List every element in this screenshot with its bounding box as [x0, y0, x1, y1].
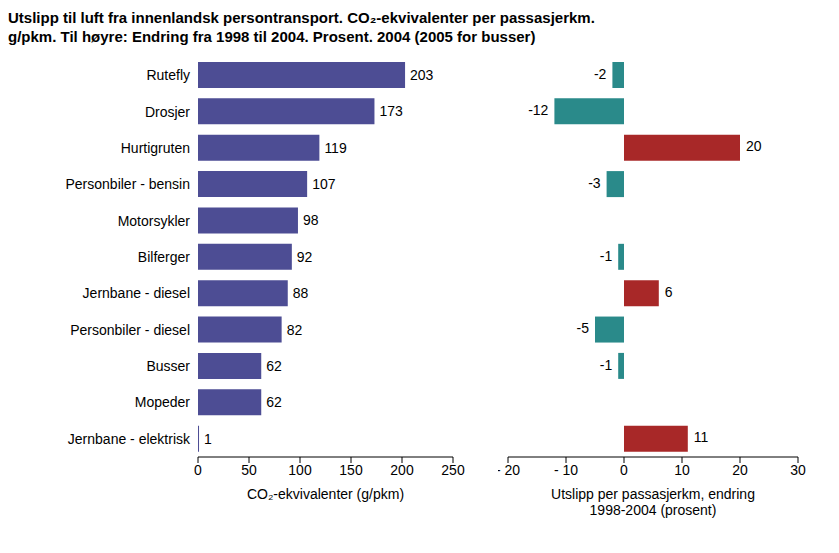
svg-text:-1: -1: [600, 357, 613, 373]
svg-text:-12: -12: [528, 102, 548, 118]
svg-text:250: 250: [441, 462, 465, 478]
svg-text:Drosjer: Drosjer: [145, 104, 190, 120]
svg-text:200: 200: [390, 462, 414, 478]
svg-text:Rutefly: Rutefly: [146, 67, 190, 83]
svg-text:50: 50: [241, 462, 257, 478]
svg-text:11: 11: [694, 429, 709, 445]
svg-text:173: 173: [379, 103, 403, 119]
svg-text:-5: -5: [577, 320, 590, 336]
html-text:Utslipp per passasjerkm, endri: Utslipp per passasjerkm, endring 1998-20…: [551, 486, 755, 518]
svg-text:Motorsykler: Motorsykler: [118, 213, 191, 229]
svg-text:Jernbane - diesel: Jernbane - diesel: [83, 285, 190, 301]
svg-text:-2: -2: [594, 66, 607, 82]
html-text:CO₂-ekvivalenter (g/pkm): CO₂-ekvivalenter (g/pkm): [246, 486, 405, 502]
svg-text:Personbiler - bensin: Personbiler - bensin: [65, 176, 190, 192]
svg-text:92: 92: [297, 249, 313, 265]
svg-text:Personbiler - diesel: Personbiler - diesel: [70, 322, 190, 338]
svg-text:10: 10: [674, 462, 690, 478]
svg-text:Busser: Busser: [146, 358, 190, 374]
svg-text:119: 119: [324, 140, 347, 156]
svg-text:82: 82: [287, 322, 303, 338]
svg-text:6: 6: [665, 284, 673, 300]
svg-text:Jernbane - elektrisk: Jernbane - elektrisk: [68, 431, 191, 447]
svg-text:- 10: - 10: [554, 462, 578, 478]
svg-text:98: 98: [303, 212, 319, 228]
svg-text:-1: -1: [600, 248, 613, 264]
svg-text:-3: -3: [588, 175, 601, 191]
svg-text:62: 62: [266, 358, 282, 374]
svg-text:Mopeder: Mopeder: [135, 394, 191, 410]
svg-text:100: 100: [288, 462, 312, 478]
svg-text:20: 20: [746, 138, 762, 154]
svg-text:107: 107: [312, 176, 336, 192]
svg-text:Hurtigruten: Hurtigruten: [121, 140, 190, 156]
svg-text:20: 20: [732, 462, 748, 478]
svg-text:203: 203: [410, 67, 434, 83]
svg-text:30: 30: [790, 462, 806, 478]
svg-text:150: 150: [339, 462, 363, 478]
svg-text:0: 0: [194, 462, 202, 478]
html-text:Utslipp til luft fra innenland: Utslipp til luft fra innenlandsk persont…: [8, 9, 595, 45]
svg-text:0: 0: [620, 462, 628, 478]
svg-text:88: 88: [293, 285, 309, 301]
svg-text:62: 62: [266, 394, 282, 410]
svg-text:Bilferger: Bilferger: [138, 249, 190, 265]
svg-text:- 20: - 20: [498, 462, 520, 478]
svg-text:1: 1: [204, 431, 212, 447]
